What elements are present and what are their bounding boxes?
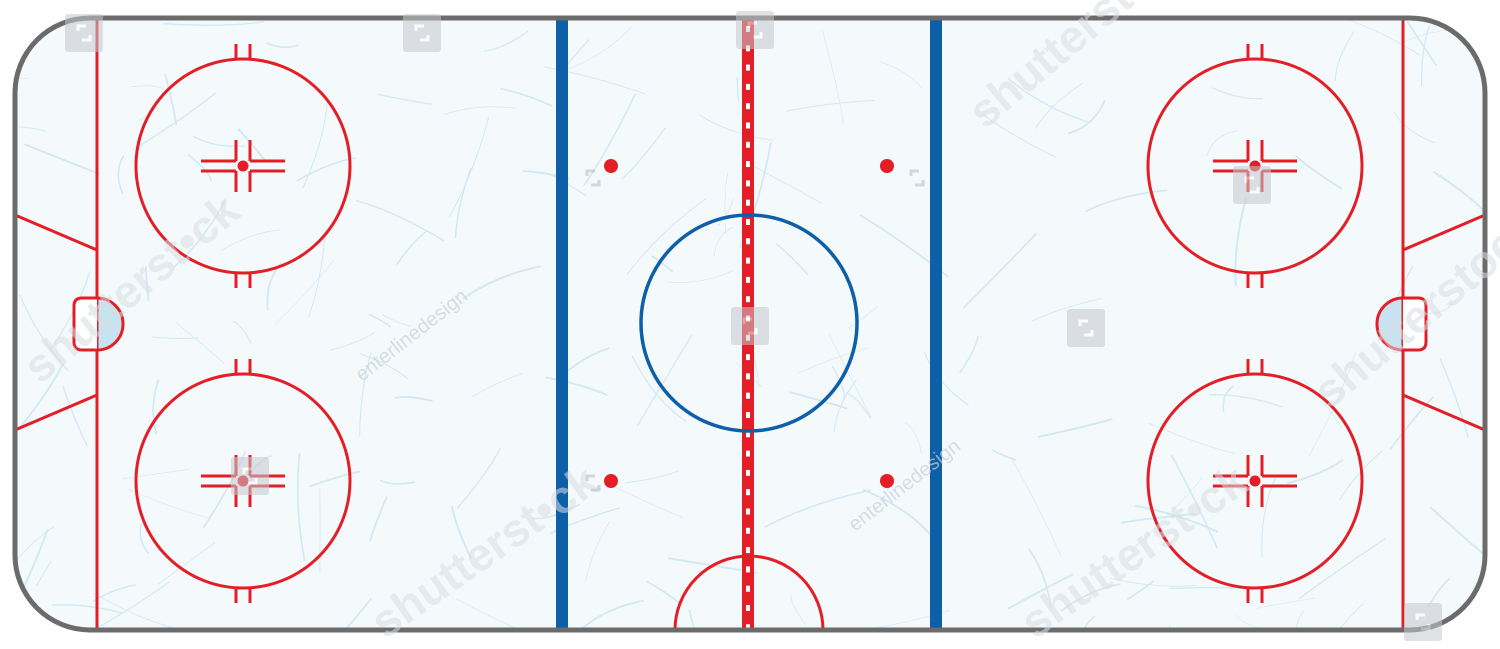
- trapezoid-right: [1402, 213, 1485, 432]
- faceoff-circle: [134, 359, 352, 603]
- shutterstock-logo-icon: [585, 474, 601, 492]
- shutterstock-logo-icon: [736, 11, 774, 49]
- shutterstock-logo-icon: [231, 457, 269, 495]
- shutterstock-logo-icon: [909, 169, 925, 187]
- goal-crease-left: [95, 296, 125, 352]
- neutral-dot: [604, 159, 618, 173]
- faceoff-circle: [134, 44, 352, 288]
- center-faceoff-circle: [639, 213, 859, 433]
- goal-net-right: [1403, 296, 1428, 352]
- blue-line-left: [556, 18, 568, 630]
- trapezoid-left: [15, 213, 98, 432]
- goal-crease-right: [1375, 296, 1405, 352]
- shutterstock-logo-icon: [585, 169, 601, 187]
- neutral-dot: [880, 474, 894, 488]
- shutterstock-logo-icon: [731, 307, 769, 345]
- shutterstock-logo-icon: [1233, 166, 1271, 204]
- shutterstock-logo-icon: [1404, 603, 1442, 641]
- goal-net-left: [72, 296, 97, 352]
- neutral-dot: [880, 159, 894, 173]
- shutterstock-logo-icon: [1067, 309, 1105, 347]
- faceoff-circle: [1146, 359, 1364, 603]
- blue-line-right: [930, 18, 942, 630]
- shutterstock-logo-icon: [65, 14, 103, 52]
- referee-crease: [673, 554, 825, 630]
- neutral-dot: [604, 474, 618, 488]
- shutterstock-logo-icon: [403, 14, 441, 52]
- end-zone-faceoff-circles: [134, 44, 1364, 603]
